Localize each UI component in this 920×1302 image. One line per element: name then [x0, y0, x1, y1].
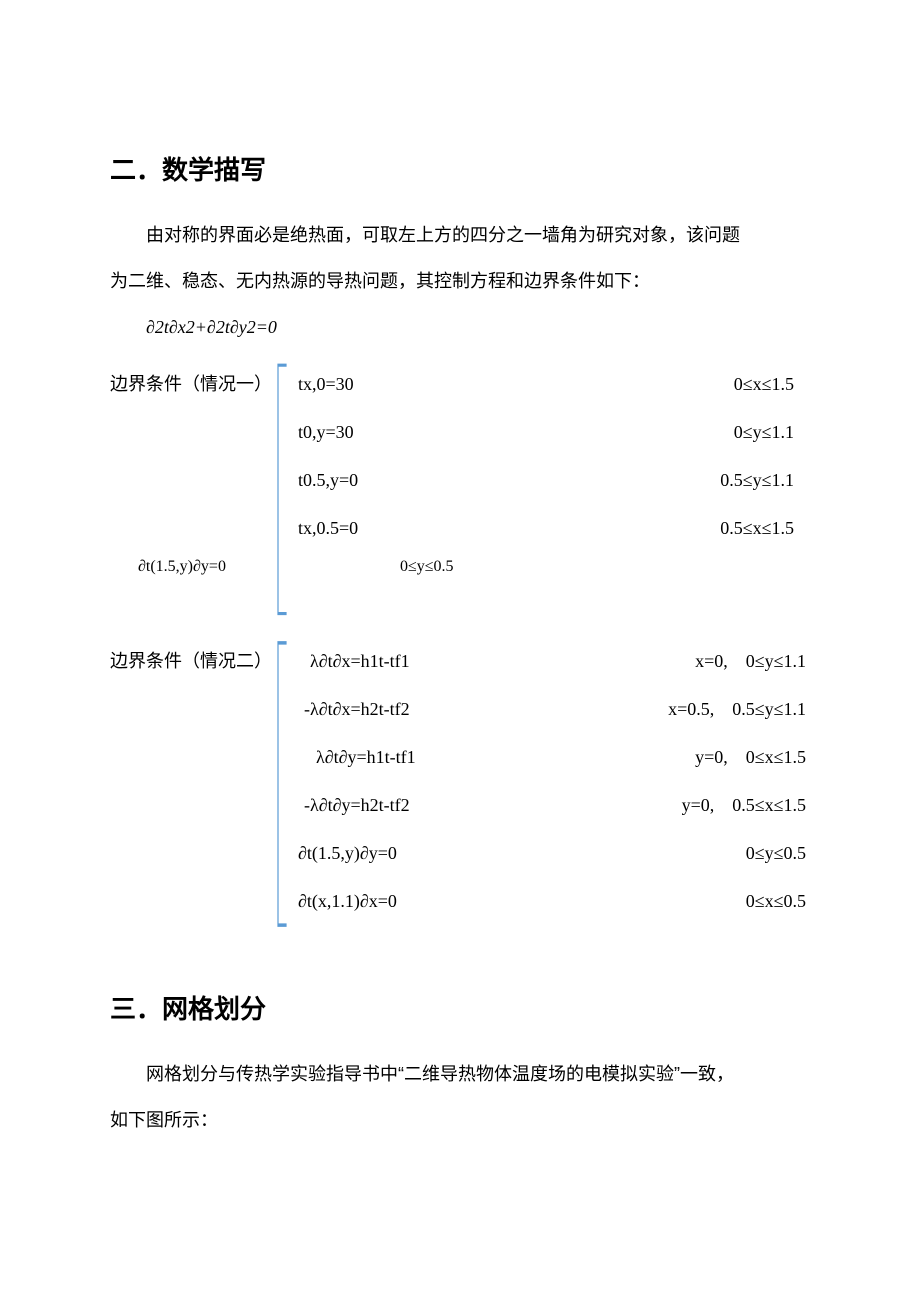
section-3-paragraph-line1: 网格划分与传热学实验指导书中“二维导热物体温度场的电模拟实验”一致，: [110, 1056, 810, 1094]
bc1-row-3-rhs: 0.5≤y≤1.1: [720, 462, 794, 498]
bc1-compact-rows: ∂t(1.5,y)∂y=0 0≤y≤0.5: [134, 552, 798, 619]
bc1-row-4-rhs: 0.5≤x≤1.5: [720, 510, 794, 546]
section-2-paragraph-line1: 由对称的界面必是绝热面，可取左上方的四分之一墙角为研究对象，该问题: [110, 217, 810, 255]
section-2-heading: 二．数学描写: [110, 150, 810, 187]
section-3-heading: 三．网格划分: [110, 989, 810, 1026]
bc2-row-3-rhs: y=0, 0≤x≤1.5: [695, 739, 806, 775]
bc2-row-1: λ∂t∂x=h1t-tf1 x=0, 0≤y≤1.1: [294, 637, 810, 685]
bc2-row-6-rhs: 0≤x≤0.5: [746, 883, 806, 919]
section-3-paragraph-line2: 如下图所示：: [110, 1102, 810, 1140]
bc2-row-3-lhs: λ∂t∂y=h1t-tf1: [298, 739, 416, 775]
bc2-row-6-lhs: ∂t(x,1.1)∂x=0: [298, 883, 397, 919]
document-page: 二．数学描写 由对称的界面必是绝热面，可取左上方的四分之一墙角为研究对象，该问题…: [0, 0, 920, 1302]
bc1-compact-1-lhs: ∂t(1.5,y)∂y=0: [138, 556, 226, 578]
spacer: [294, 925, 810, 931]
bc2-row-5: ∂t(1.5,y)∂y=0 0≤y≤0.5: [294, 829, 810, 877]
bc2-row-3: λ∂t∂y=h1t-tf1 y=0, 0≤x≤1.5: [294, 733, 810, 781]
section-gap: [110, 949, 810, 989]
bc2-row-5-rhs: 0≤y≤0.5: [746, 835, 806, 871]
governing-equation: ∂2t∂x2+∂2t∂y2=0: [110, 309, 810, 347]
bc2-row-2-lhs: -λ∂t∂x=h2t-tf2: [298, 691, 410, 727]
bc2-row-4: -λ∂t∂y=h2t-tf2 y=0, 0.5≤x≤1.5: [294, 781, 810, 829]
brace-icon: [274, 360, 288, 619]
bc1-row-2: t0,y=30 0≤y≤1.1: [294, 408, 798, 456]
bc2-row-6: ∂t(x,1.1)∂x=0 0≤x≤0.5: [294, 877, 810, 925]
bc2-row-2-rhs: x=0.5, 0.5≤y≤1.1: [668, 691, 806, 727]
bc-case-2-equations: λ∂t∂x=h1t-tf1 x=0, 0≤y≤1.1 -λ∂t∂x=h2t-tf…: [294, 637, 810, 931]
bc1-row-3-lhs: t0.5,y=0: [298, 462, 358, 498]
bc-case-2-label: 边界条件（情况二）: [110, 637, 272, 931]
bc1-row-2-rhs: 0≤y≤1.1: [734, 414, 794, 450]
bc1-row-4-lhs: tx,0.5=0: [298, 510, 358, 546]
bc1-row-2-lhs: t0,y=30: [298, 414, 354, 450]
bc1-row-1-lhs: tx,0=30: [298, 366, 354, 402]
bc-case-1-equations: tx,0=30 0≤x≤1.5 t0,y=30 0≤y≤1.1 t0.5,y=0…: [294, 360, 810, 619]
section-2-paragraph-line2: 为二维、稳态、无内热源的导热问题，其控制方程和边界条件如下：: [110, 263, 810, 301]
bc-case-2-brace: [274, 637, 288, 931]
bc-case-2-group: 边界条件（情况二） λ∂t∂x=h1t-tf1 x=0, 0≤y≤1.1 -λ∂…: [110, 637, 810, 931]
bc1-row-1: tx,0=30 0≤x≤1.5: [294, 360, 798, 408]
bc2-row-4-rhs: y=0, 0.5≤x≤1.5: [682, 787, 806, 823]
bc2-row-1-lhs: λ∂t∂x=h1t-tf1: [298, 643, 410, 679]
bc-case-1-group: 边界条件（情况一） tx,0=30 0≤x≤1.5 t0,y=30 0≤y≤1.…: [110, 360, 810, 619]
governing-equation-text: ∂2t∂x2+∂2t∂y2=0: [146, 317, 277, 337]
brace-icon: [274, 637, 288, 931]
bc2-row-1-rhs: x=0, 0≤y≤1.1: [695, 643, 806, 679]
bc2-row-4-lhs: -λ∂t∂y=h2t-tf2: [298, 787, 410, 823]
bc1-row-1-rhs: 0≤x≤1.5: [734, 366, 794, 402]
bc-case-1-brace: [274, 360, 288, 619]
bc1-row-4: tx,0.5=0 0.5≤x≤1.5: [294, 504, 798, 552]
bc1-row-3: t0.5,y=0 0.5≤y≤1.1: [294, 456, 798, 504]
bc2-row-2: -λ∂t∂x=h2t-tf2 x=0.5, 0.5≤y≤1.1: [294, 685, 810, 733]
bc1-compact-1-rhs: 0≤y≤0.5: [400, 556, 454, 578]
bc2-row-5-lhs: ∂t(1.5,y)∂y=0: [298, 835, 397, 871]
